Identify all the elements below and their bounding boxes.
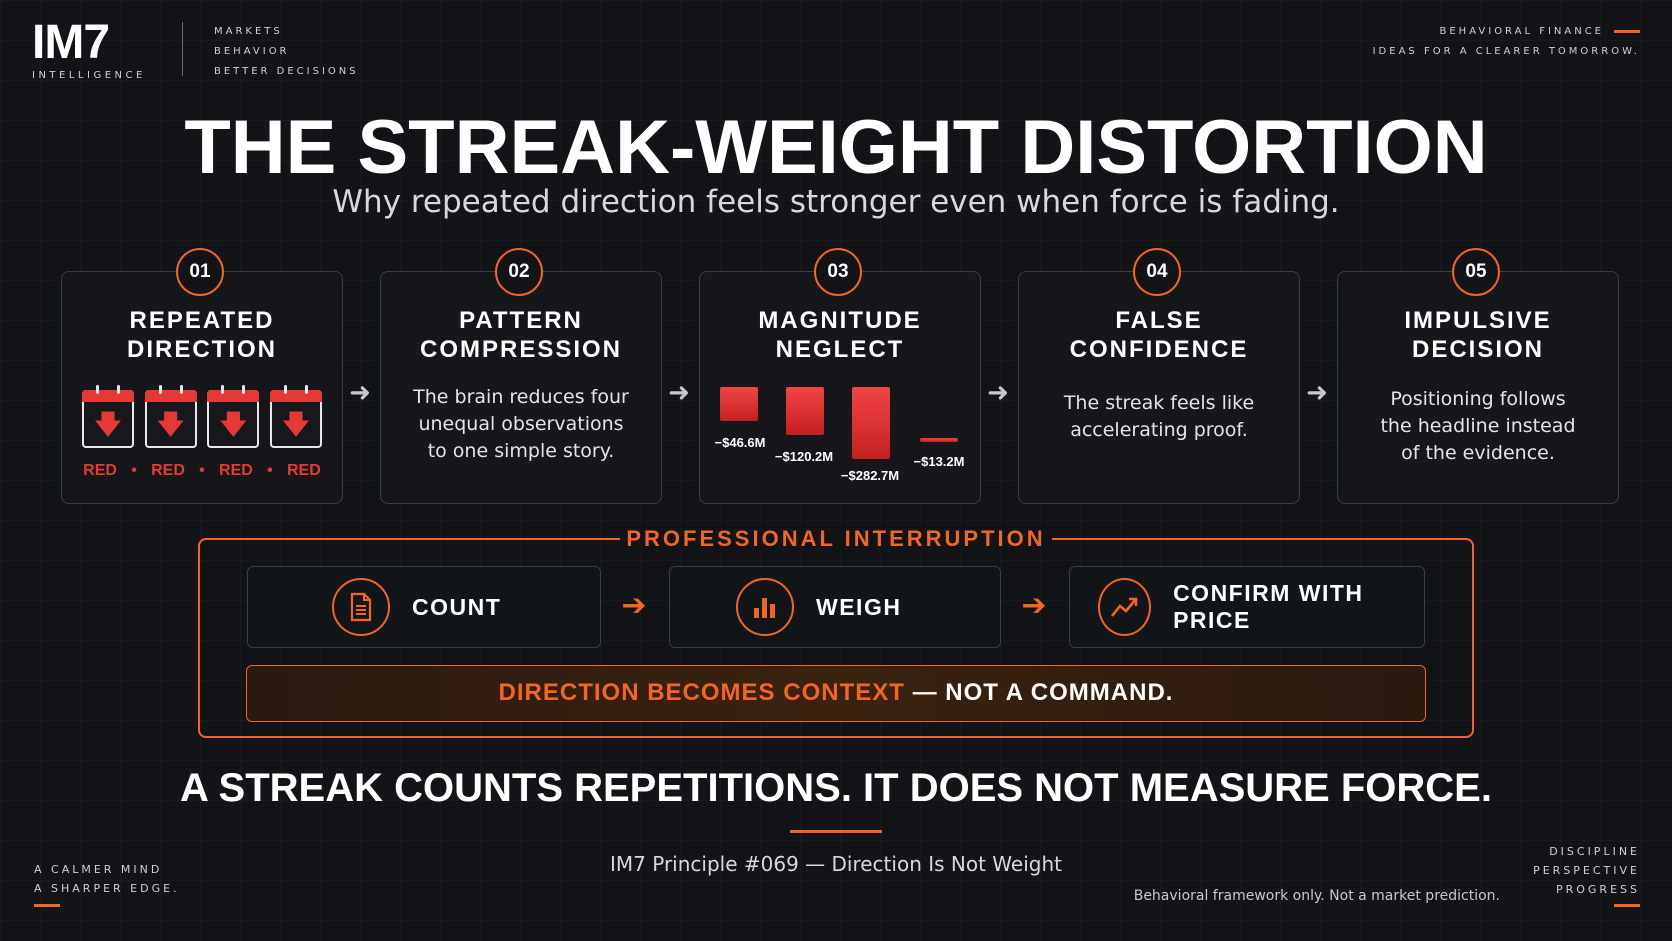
brand-tagline: MARKETS BEHAVIOR BETTER DECISIONS [214,22,359,82]
step-body: The brain reduces four unequal observati… [413,386,629,462]
step-number: 03 [814,248,862,296]
accent-dash [34,904,60,907]
step-number: 01 [176,248,224,296]
action-label: WEIGH [816,593,902,620]
value-line: PERSPECTIVE [1533,864,1640,877]
disclaimer: Behavioral framework only. Not a market … [1133,888,1500,904]
header-divider [182,22,183,76]
arrow-right-icon: ➔ [1021,588,1047,623]
page-title: THE STREAK-WEIGHT DISTORTION [184,105,1488,190]
step-card-repeated-direction: REPEATED DIRECTION 🡇 🡇 🡇 🡇 RED • RED • RED… [61,271,343,504]
outflow-label: −$13.2M [913,454,965,469]
calendar-down-icon: 🡇 [82,385,134,448]
context-callout: DIRECTION BECOMES CONTEXT — NOT A COMMAN… [246,665,1426,722]
outflow-label: −$282.7M [840,468,900,483]
category-label: BEHAVIORAL FINANCE [1439,26,1604,37]
page-subtitle: Why repeated direction feels stronger ev… [332,184,1340,220]
step-title: PATTERN COMPRESSION [419,307,623,363]
context-rest: — NOT A COMMAND. [904,679,1174,706]
logo-wordmark: IM7 [32,16,110,69]
action-count: COUNT [247,566,601,648]
step-number: 04 [1133,248,1181,296]
step-title: MAGNITUDE NEGLECT [758,307,922,363]
brand-logo: IM7 INTELLIGENCE [32,16,146,82]
bar-chart-icon [736,578,794,636]
tagline-line: BETTER DECISIONS [214,66,359,77]
footer-right-values: DISCIPLINE PERSPECTIVE PROGRESS [1533,842,1640,899]
arrow-right-icon: ➜ [987,378,1009,408]
step-card-magnitude-neglect: MAGNITUDE NEGLECT −$46.6M −$120.2M −$282… [699,271,981,504]
accent-rule [790,830,882,833]
red-label-row: RED • RED • RED • RED [83,462,321,479]
tagline-line: MARKETS [214,26,283,37]
step-card-false-confidence: FALSE CONFIDENCE The streak feels like a… [1018,271,1300,504]
step-body: Positioning follows the headline instead… [1380,388,1576,464]
outflow-bar [720,387,758,421]
arrow-right-icon: ➜ [349,378,371,408]
logo-subtitle: INTELLIGENCE [32,70,146,81]
tagline-line: A SHARPER EDGE. [34,882,180,895]
calendar-down-icon: 🡇 [207,385,260,448]
outflow-bar [852,387,890,459]
outflow-label: −$120.2M [774,449,834,464]
step-title: FALSE CONFIDENCE [1069,307,1249,363]
context-highlight: DIRECTION BECOMES CONTEXT [498,679,905,706]
step-number: 05 [1452,248,1500,296]
trend-up-icon [1098,578,1152,636]
action-weigh: WEIGH [669,566,1001,648]
interruption-label: PROFESSIONAL INTERRUPTION [620,526,1052,552]
outflow-bar [920,438,958,442]
document-icon [332,578,390,636]
action-label: CONFIRM WITH PRICE [1173,580,1364,633]
header-right: BEHAVIORAL FINANCE IDEAS FOR A CLEARER T… [1373,22,1640,62]
category-tagline: IDEAS FOR A CLEARER TOMORROW. [1372,46,1640,57]
principle-caption: IM7 Principle #069 — Direction Is Not We… [610,852,1062,876]
outflow-label: −$46.6M [714,435,766,450]
key-statement: A STREAK COUNTS REPETITIONS. IT DOES NOT… [180,766,1492,810]
accent-dash [1614,29,1640,33]
red-label: RED [83,462,117,479]
value-line: DISCIPLINE [1549,845,1640,858]
arrow-right-icon: ➜ [668,378,690,408]
step-body: The streak feels like accelerating proof… [1063,392,1255,441]
red-label: RED [151,462,185,479]
step-number: 02 [495,248,543,296]
calendar-down-icon: 🡇 [144,385,197,448]
red-label: RED [219,462,253,479]
arrow-right-icon: ➜ [1306,378,1328,408]
red-label: RED [287,462,321,479]
arrow-right-icon: ➔ [621,588,647,623]
calendar-down-icon: 🡇 [269,385,322,448]
step-title: IMPULSIVE DECISION [1404,307,1552,363]
value-line: PROGRESS [1555,883,1640,896]
action-confirm-with-price: CONFIRM WITH PRICE [1069,566,1425,648]
tagline-line: A CALMER MIND [34,863,163,876]
action-label: COUNT [412,593,502,620]
step-title: REPEATED DIRECTION [127,307,277,363]
outflow-bar [786,387,824,435]
step-card-pattern-compression: PATTERN COMPRESSION The brain reduces fo… [380,271,662,504]
tagline-line: BEHAVIOR [214,46,290,57]
footer-left-tagline: A CALMER MIND A SHARPER EDGE. [34,860,180,898]
calendar-row: 🡇 🡇 🡇 🡇 [82,385,322,448]
step-card-impulsive-decision: IMPULSIVE DECISION Positioning follows t… [1337,271,1619,504]
accent-dash [1614,904,1640,907]
